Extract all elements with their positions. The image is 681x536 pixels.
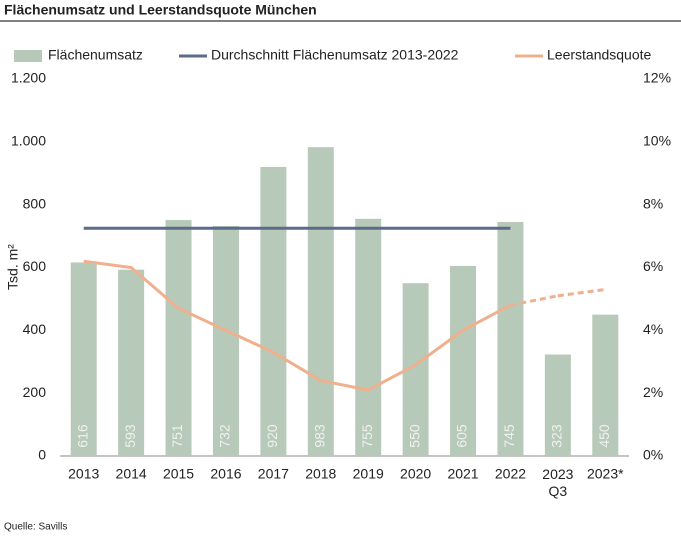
bar bbox=[544, 354, 571, 456]
y-tick-label: 1.000 bbox=[11, 133, 46, 149]
y-tick-label: 600 bbox=[23, 258, 47, 274]
value-label: 920 bbox=[264, 424, 280, 448]
bar bbox=[450, 265, 477, 456]
y2-tick-label: 10% bbox=[643, 133, 671, 149]
y2-tick-label: 12% bbox=[643, 70, 671, 86]
y-axis-label: Tsd. m² bbox=[5, 244, 21, 290]
y-tick-label: 800 bbox=[23, 195, 47, 211]
bar bbox=[355, 218, 382, 456]
value-label: 751 bbox=[169, 424, 185, 448]
value-label: 616 bbox=[74, 424, 90, 448]
chart-title: Flächenumsatz und Leerstandsquote Münche… bbox=[4, 2, 317, 18]
line bbox=[510, 294, 559, 307]
x-tick-label: 2014 bbox=[116, 466, 147, 482]
y2-tick-label: 4% bbox=[643, 321, 663, 337]
x-tick-label: 2019 bbox=[353, 466, 384, 482]
line bbox=[557, 288, 606, 298]
legend-label: Leerstandsquote bbox=[547, 47, 652, 63]
value-label: 323 bbox=[549, 424, 565, 448]
bar bbox=[592, 314, 619, 456]
value-label: 450 bbox=[596, 424, 612, 448]
x-tick-label: 2023* bbox=[587, 466, 624, 482]
legend-label: Flächenumsatz bbox=[48, 47, 143, 63]
y2-tick-label: 2% bbox=[643, 384, 663, 400]
source: Quelle: Savills bbox=[4, 522, 67, 533]
x-tick-label: 2018 bbox=[305, 466, 336, 482]
x-tick-label: 2020 bbox=[400, 466, 431, 482]
value-label: 605 bbox=[454, 424, 470, 448]
bar bbox=[165, 220, 192, 456]
y2-tick-label: 8% bbox=[643, 195, 663, 211]
value-label: 550 bbox=[406, 424, 422, 448]
x-tick-label: 2017 bbox=[258, 466, 289, 482]
x-tick-label: 2022 bbox=[495, 466, 526, 482]
y-tick-label: 200 bbox=[23, 384, 47, 400]
y2-tick-label: 6% bbox=[643, 258, 663, 274]
y2-tick-label: 0% bbox=[643, 447, 663, 463]
value-label: 983 bbox=[311, 424, 327, 448]
x-tick-label: 2013 bbox=[68, 466, 99, 482]
y-tick-label: 1.200 bbox=[11, 70, 46, 86]
value-label: 732 bbox=[217, 424, 233, 448]
bar bbox=[212, 226, 239, 456]
bar bbox=[70, 262, 97, 456]
line bbox=[83, 259, 512, 392]
y-tick-label: 0 bbox=[38, 447, 46, 463]
bar bbox=[307, 147, 334, 456]
x-tick-label: 2023 Q3 bbox=[542, 466, 573, 499]
legend-swatch bbox=[14, 50, 42, 62]
x-tick-label: 2016 bbox=[210, 466, 241, 482]
x-tick-label: 2021 bbox=[447, 466, 478, 482]
value-label: 745 bbox=[501, 424, 517, 448]
y-tick-label: 400 bbox=[23, 321, 47, 337]
x-tick-label: 2015 bbox=[163, 466, 194, 482]
bar bbox=[118, 269, 145, 456]
legend-label: Durchschnitt Flächenumsatz 2013-2022 bbox=[211, 47, 459, 63]
bar bbox=[260, 166, 287, 456]
value-label: 593 bbox=[122, 424, 138, 448]
value-label: 755 bbox=[359, 424, 375, 448]
bar bbox=[497, 221, 524, 456]
